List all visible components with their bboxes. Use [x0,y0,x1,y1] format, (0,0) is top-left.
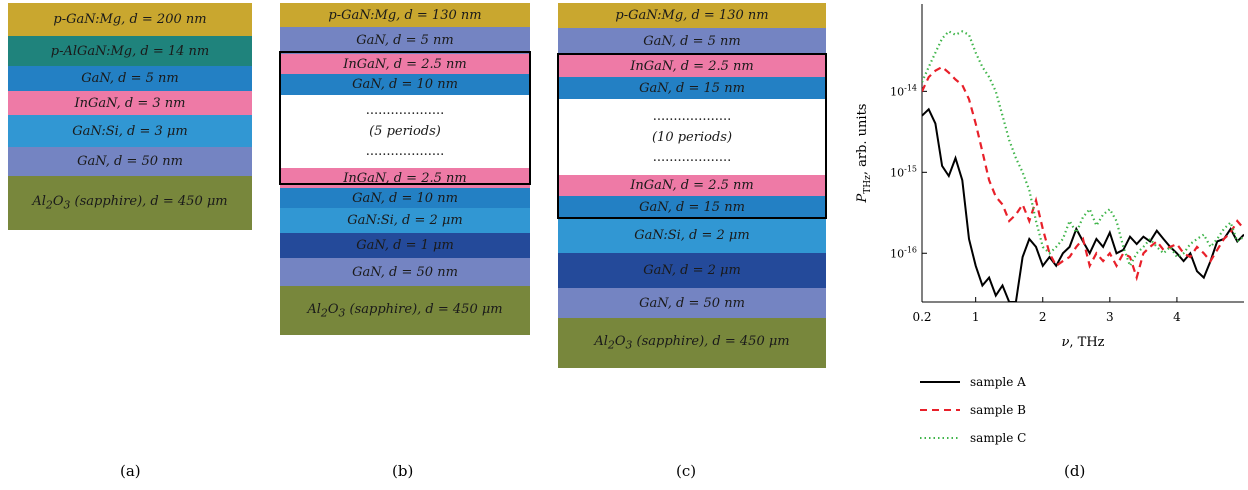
caption-d: (d) [1064,462,1086,480]
layer: p-AlGaN:Mg, d = 14 nm [8,36,252,66]
series-sample-c [922,30,1244,269]
layer-label: GaN, d = 5 nm [81,71,179,86]
layer-label: InGaN, d = 2.5 nm [343,56,467,72]
layer: p-GaN:Mg, d = 200 nm [8,3,252,36]
dots-separator: ................... [365,144,445,159]
layer: GaN, d = 10 nm [280,74,530,95]
layer-label: InGaN, d = 3 nm [74,95,186,111]
layer: InGaN, d = 2.5 nm [280,168,530,188]
layer: GaN, d = 15 nm [558,196,826,218]
layer: GaN, d = 5 nm [558,28,826,55]
x-tick-label: 1 [972,310,980,324]
layer: InGaN, d = 2.5 nm [558,175,826,196]
y-axis-label: PTHz, arb. units [855,104,873,204]
layer: InGaN, d = 2.5 nm [280,54,530,74]
layer: ................... (5 periods)..........… [280,95,530,168]
layer-label: GaN, d = 15 nm [639,80,745,96]
layer: Al2O3 (sapphire), d = 450 μm [558,318,826,368]
layer: GaN, d = 5 nm [280,27,530,54]
layer: p-GaN:Mg, d = 130 nm [558,3,826,28]
layer-label: Al2O3 (sapphire), d = 450 μm [307,301,503,320]
layer-label: Al2O3 (sapphire), d = 450 μm [32,194,228,212]
x-tick-label: 4 [1173,310,1181,324]
layer-label: InGaN, d = 2.5 nm [630,178,754,193]
layer: GaN, d = 50 nm [8,147,252,176]
layer-label: p-GaN:Mg, d = 200 nm [53,12,207,27]
layer-label: GaN, d = 1 μm [356,238,454,253]
layer-label: p-GaN:Mg, d = 130 nm [615,8,769,23]
layer: GaN, d = 50 nm [280,258,530,286]
layer-stack-a: p-GaN:Mg, d = 200 nm p-AlGaN:Mg, d = 14 n… [8,3,252,230]
caption-a: (a) [120,462,141,480]
layer-label: GaN, d = 50 nm [639,295,745,311]
layer: GaN:Si, d = 2 μm [558,218,826,253]
layer: GaN, d = 50 nm [558,288,826,318]
layer-label: GaN, d = 2 μm [643,263,741,278]
layer: GaN:Si, d = 2 μm [280,208,530,233]
layer: GaN, d = 2 μm [558,253,826,288]
layer-label: GaN, d = 50 nm [352,264,458,280]
dots-separator: ................... [652,149,732,165]
layer-label: GaN, d = 5 nm [643,34,741,49]
layer-label: GaN:Si, d = 2 μm [347,213,463,228]
layer-label: p-GaN:Mg, d = 130 nm [328,7,482,23]
x-tick-label: 2 [1039,310,1047,324]
layer: GaN:Si, d = 3 μm [8,115,252,147]
y-tick-label: 10-15 [890,164,917,179]
periods-label: (5 periods) [369,124,441,139]
periods-label: (10 periods) [651,129,733,145]
y-tick-label: 10-16 [890,245,917,260]
layer-stack-b: p-GaN:Mg, d = 130 nm GaN, d = 5 nm InGaN, … [279,3,531,335]
layer: ................... (10 periods).........… [558,99,826,175]
layer: Al2O3 (sapphire), d = 450 μm [280,286,530,335]
layer: InGaN, d = 2.5 nm [558,55,826,77]
legend-label: sample A [970,375,1026,389]
layer: GaN, d = 15 nm [558,77,826,99]
layer: GaN, d = 5 nm [8,66,252,91]
layer: GaN, d = 1 μm [280,233,530,258]
caption-b: (b) [392,462,414,480]
legend-label: sample C [970,431,1026,445]
x-tick-label: 0.2 [912,310,931,324]
layer-label: GaN:Si, d = 2 μm [634,228,750,243]
y-tick-label: 10-14 [890,83,917,98]
layer-label: GaN, d = 10 nm [352,77,458,92]
layer-label: GaN, d = 10 nm [352,190,458,206]
layer-stack-c: p-GaN:Mg, d = 130 nm GaN, d = 5 nm InGaN, … [557,3,827,368]
layer-label: Al2O3 (sapphire), d = 450 μm [594,334,790,352]
layer-label: GaN, d = 15 nm [639,199,745,215]
layer: InGaN, d = 3 nm [8,91,252,115]
layer: GaN, d = 10 nm [280,188,530,208]
caption-c: (c) [676,462,697,480]
layer-label: GaN, d = 5 nm [356,33,454,48]
layer-label: InGaN, d = 2.5 nm [630,58,754,74]
dots-separator: ................... [365,103,445,118]
dots-separator: ................... [652,108,732,124]
layer-label: GaN, d = 50 nm [77,154,183,169]
x-tick-label: 3 [1106,310,1114,324]
layer-label: GaN:Si, d = 3 μm [72,123,188,139]
layer: Al2O3 (sapphire), d = 450 μm [8,176,252,230]
x-axis-label: ν, THz [1061,335,1104,350]
layer: p-GaN:Mg, d = 130 nm [280,3,530,27]
layer-label: InGaN, d = 2.5 nm [343,170,467,186]
series-sample-a [922,107,1244,302]
legend-label: sample B [970,403,1026,417]
series-sample-b [922,65,1244,282]
layer-label: p-AlGaN:Mg, d = 14 nm [50,43,210,59]
